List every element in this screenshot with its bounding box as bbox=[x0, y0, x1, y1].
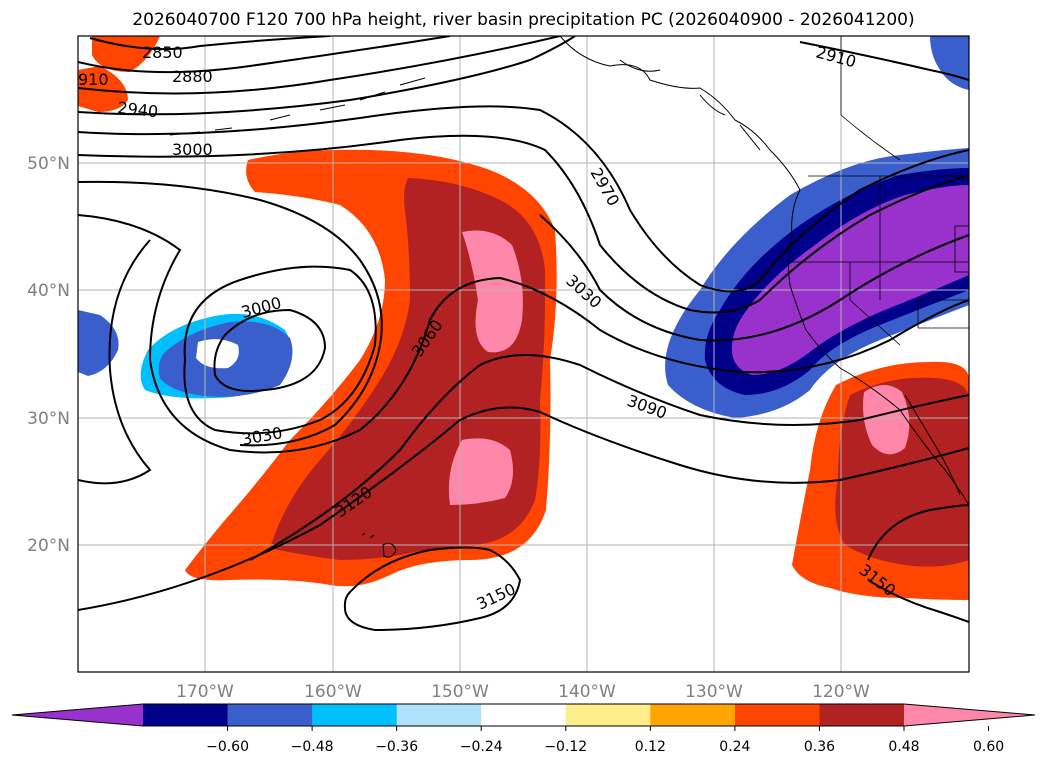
contour-3120 bbox=[78, 406, 969, 611]
colorbar-extend-low bbox=[12, 704, 143, 726]
bc-coast bbox=[787, 189, 969, 506]
colorbar-segment bbox=[396, 704, 482, 726]
alaska-inlets bbox=[619, 59, 761, 151]
hawaii-islands bbox=[361, 532, 397, 558]
contour-label: 3000 bbox=[172, 140, 213, 159]
longitude-label: 120°W bbox=[812, 682, 870, 702]
colorbar-segment bbox=[819, 704, 905, 726]
latitude-label: 40°N bbox=[27, 281, 70, 301]
borders bbox=[790, 36, 969, 346]
contour-3030-low bbox=[183, 265, 377, 435]
alaska-coast bbox=[559, 36, 801, 191]
shade-topleft-2 bbox=[78, 66, 128, 112]
contour-3000-north bbox=[78, 134, 969, 314]
map-frame bbox=[77, 35, 970, 673]
graticule bbox=[78, 36, 969, 672]
latitude-label: 30°N bbox=[27, 409, 70, 429]
longitude-axis: 170°W 160°W 150°W 140°W 130°W 120°W bbox=[176, 682, 870, 702]
colorbar-segments bbox=[12, 704, 1035, 726]
contour-labels: 2850 2880 910 2940 3000 2910 2970 3030 3… bbox=[78, 43, 899, 614]
contour-label: 2880 bbox=[172, 67, 213, 86]
height-contours bbox=[78, 36, 969, 632]
contour-3150-west bbox=[343, 546, 522, 632]
colorbar-segment bbox=[143, 704, 229, 726]
contour-2910 bbox=[78, 36, 969, 95]
shade-southeast-pink bbox=[863, 385, 910, 455]
map-area: 2850 2880 910 2940 3000 2910 2970 3030 3… bbox=[78, 36, 969, 672]
contour-label: 2940 bbox=[117, 98, 159, 121]
colorbar-tick-label: 0.24 bbox=[719, 739, 750, 755]
latitude-label: 20°N bbox=[27, 536, 70, 556]
longitude-label: 170°W bbox=[176, 682, 234, 702]
shade-topleft-1 bbox=[92, 36, 160, 72]
colorbar-tick-label: −0.36 bbox=[375, 739, 418, 755]
colorbar-tick-label: −0.48 bbox=[291, 739, 334, 755]
contour-3000-low bbox=[213, 308, 327, 392]
colorbar-segment bbox=[227, 704, 313, 726]
longitude-label: 140°W bbox=[558, 682, 616, 702]
contour-3030 bbox=[78, 180, 969, 447]
colorbar-tick-label: −0.60 bbox=[206, 739, 249, 755]
contour-2940 bbox=[78, 36, 576, 116]
latitude-axis: 50°N 40°N 30°N 20°N bbox=[27, 154, 70, 556]
contour-label: 2850 bbox=[142, 43, 183, 62]
shade-west-hole bbox=[196, 339, 239, 369]
colorbar-tick-label: −0.24 bbox=[460, 739, 503, 755]
colorbar-segment bbox=[565, 704, 651, 726]
colorbar-tick-label: 0.12 bbox=[635, 739, 666, 755]
map-title: 2026040700 F120 700 hPa height, river ba… bbox=[132, 10, 915, 30]
gulf-california bbox=[904, 394, 961, 496]
colorbar: −0.60 −0.48 −0.36 −0.24 −0.12 0.12 0.24 0.36 0.4… bbox=[11, 703, 1036, 755]
contour-2970 bbox=[78, 105, 969, 293]
colorbar-segment bbox=[650, 704, 736, 726]
shade-central-pink-2 bbox=[448, 438, 514, 505]
contour-3150-east bbox=[867, 504, 969, 623]
colorbar-segment bbox=[734, 704, 820, 726]
colorbar-tick-label: 0.36 bbox=[804, 739, 835, 755]
contour-2880 bbox=[78, 36, 451, 74]
contour-label: 910 bbox=[78, 70, 109, 89]
longitude-label: 130°W bbox=[685, 682, 743, 702]
colorbar-extend-high bbox=[904, 704, 1035, 726]
shade-northeast-purple bbox=[731, 185, 969, 375]
colorbar-tick-label: 0.48 bbox=[888, 739, 919, 755]
colorbar-segment bbox=[312, 704, 398, 726]
contour-2850 bbox=[89, 36, 331, 51]
colorbar-segment bbox=[481, 704, 567, 726]
shade-central-pink-1 bbox=[462, 230, 523, 353]
colorbar-outline bbox=[11, 703, 1036, 727]
contour-3060 bbox=[78, 214, 969, 454]
latitude-label: 50°N bbox=[27, 154, 70, 174]
shade-west-edge bbox=[78, 310, 119, 376]
contour-3090 bbox=[78, 239, 969, 561]
colorbar-tick-label: 0.60 bbox=[973, 739, 1004, 755]
colorbar-tick-label: −0.12 bbox=[544, 739, 587, 755]
colorbar-ticks: −0.60 −0.48 −0.36 −0.24 −0.12 0.12 0.24 0.36 0.4… bbox=[206, 726, 1004, 755]
longitude-label: 150°W bbox=[431, 682, 489, 702]
longitude-label: 160°W bbox=[304, 682, 362, 702]
precip-shading bbox=[78, 36, 969, 600]
